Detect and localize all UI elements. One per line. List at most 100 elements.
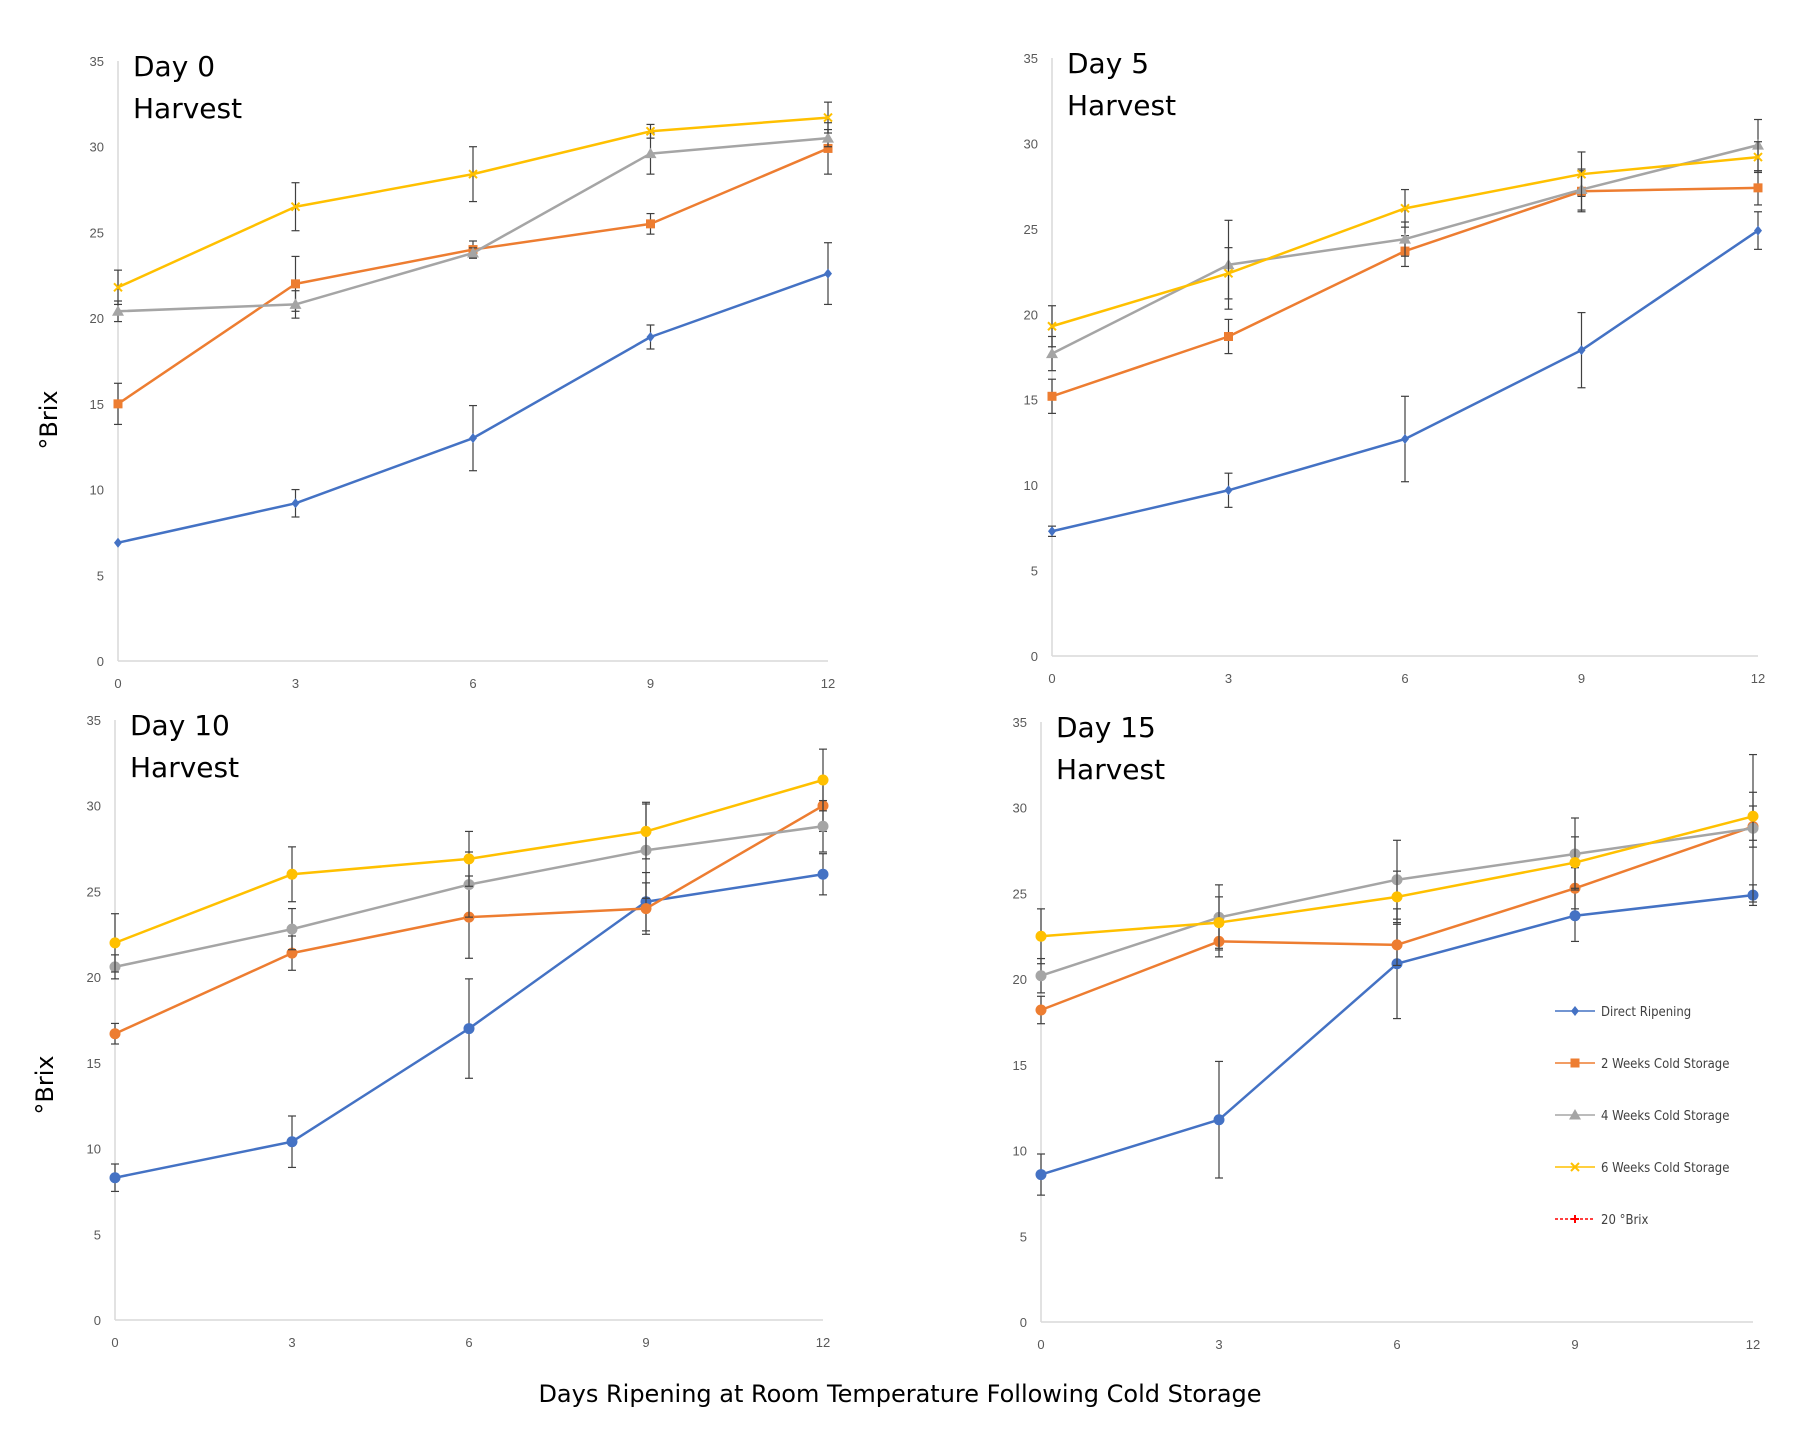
data-point xyxy=(1577,345,1586,356)
series-direct-ripening xyxy=(114,242,832,548)
series-direct-ripening xyxy=(1048,211,1762,538)
panel-1: 0 5 10 15 20 25 30 35 0 3 6 9 12 Day 0 Harvest xyxy=(90,50,836,691)
y-axis-label-top: °Brix xyxy=(35,390,63,449)
x-axis-label: Days Ripening at Room Temperature Follow… xyxy=(538,1380,1261,1408)
data-point xyxy=(1046,347,1058,359)
data-point xyxy=(822,132,834,143)
x-tick-label: 0 xyxy=(1048,671,1055,686)
data-point xyxy=(1569,857,1581,869)
legend-entry: 2 Weeks Cold Storage xyxy=(1555,1057,1729,1072)
data-point xyxy=(1753,183,1763,193)
legend-entry: 6 Weeks Cold Storage xyxy=(1555,1161,1729,1176)
legend-marker xyxy=(1570,1162,1580,1172)
x-tick-label: 0 xyxy=(1037,1337,1044,1352)
legend-label: 6 Weeks Cold Storage xyxy=(1601,1161,1729,1176)
y-tick-label: 10 xyxy=(1013,1144,1027,1159)
legend-entry: 4 Weeks Cold Storage xyxy=(1555,1109,1729,1124)
data-point xyxy=(823,112,833,123)
y-tick-label: 20 xyxy=(87,970,101,985)
series-line xyxy=(1051,229,1759,533)
data-point xyxy=(109,1172,121,1184)
y-tick-label: 20 xyxy=(90,311,104,326)
y-tick-label: 15 xyxy=(1024,393,1038,408)
data-point xyxy=(290,202,301,212)
data-point xyxy=(1213,917,1225,929)
y-tick-label: 20 xyxy=(1024,307,1038,322)
data-point xyxy=(469,433,477,444)
data-point xyxy=(109,937,121,949)
legend-label: 2 Weeks Cold Storage xyxy=(1601,1057,1729,1072)
data-point xyxy=(109,1028,121,1040)
y-tick-label: 15 xyxy=(87,1056,101,1071)
data-point xyxy=(644,147,657,159)
x-tick-label: 6 xyxy=(465,1335,472,1350)
y-tick-label: 30 xyxy=(87,799,101,814)
data-point xyxy=(1399,233,1411,244)
x-tick-label: 9 xyxy=(647,676,654,691)
y-tick-label: 0 xyxy=(97,654,104,669)
data-point xyxy=(817,820,829,832)
legend-marker xyxy=(1570,1058,1580,1068)
data-point xyxy=(286,868,298,880)
data-point xyxy=(645,126,656,136)
y-tick-label: 10 xyxy=(90,483,104,498)
data-point xyxy=(1400,203,1410,214)
x-tick-label: 3 xyxy=(1225,671,1232,686)
data-point xyxy=(1747,810,1759,822)
x-tick-label: 12 xyxy=(1751,671,1765,686)
legend-entry: Direct Ripening xyxy=(1555,1005,1691,1020)
y-tick-label: 5 xyxy=(94,1227,101,1242)
data-point xyxy=(468,169,478,179)
x-tick-label: 6 xyxy=(469,676,476,691)
panel-3: 0 5 10 15 20 25 30 35 0 3 6 9 12 Day 10 Harvest xyxy=(87,709,831,1350)
y-tick-label: 0 xyxy=(94,1313,101,1328)
data-point xyxy=(1035,930,1047,942)
x-tick-label: 12 xyxy=(1746,1337,1760,1352)
series-6-weeks-cold-storage xyxy=(1047,141,1763,348)
data-point xyxy=(112,305,124,316)
data-point xyxy=(823,143,833,153)
data-point xyxy=(1223,268,1234,278)
y-tick-label: 20 xyxy=(1013,972,1027,987)
x-tick-label: 9 xyxy=(642,1335,649,1350)
y-tick-label: 10 xyxy=(1024,478,1038,493)
y-tick-label: 35 xyxy=(1024,51,1038,66)
data-point xyxy=(1569,910,1581,922)
y-tick-label: 30 xyxy=(1013,801,1027,816)
panel-title: Day 15 Harvest xyxy=(1056,711,1165,786)
x-tick-label: 3 xyxy=(292,676,299,691)
y-tick-label: 5 xyxy=(97,568,104,583)
panel-title: Day 10 Harvest xyxy=(130,709,239,784)
series-6-weeks-cold-storage xyxy=(109,748,829,973)
series-direct-ripening xyxy=(109,853,829,1193)
data-point xyxy=(1401,434,1409,445)
data-point xyxy=(1224,485,1233,496)
legend-marker xyxy=(1571,1006,1579,1016)
panel-title: Day 0 Harvest xyxy=(133,50,242,125)
legend: Direct Ripening 2 Weeks Cold Storage 4 Wee… xyxy=(1555,1005,1729,1228)
y-tick-label: 35 xyxy=(90,54,104,69)
y-tick-label: 25 xyxy=(87,884,101,899)
data-point xyxy=(824,268,832,279)
series-6-weeks-cold-storage xyxy=(113,101,833,306)
data-point xyxy=(817,774,829,786)
data-point xyxy=(817,868,829,880)
data-point xyxy=(289,298,302,309)
data-point xyxy=(463,853,475,865)
legend-label: Direct Ripening xyxy=(1601,1005,1691,1020)
y-tick-label: 25 xyxy=(1013,886,1027,901)
data-point xyxy=(113,282,123,292)
y-tick-label: 35 xyxy=(1013,715,1027,730)
data-point xyxy=(1576,169,1587,179)
data-point xyxy=(1753,152,1763,162)
panel-2: 0 5 10 15 20 25 30 35 0 3 6 9 12 Day 5 Harvest xyxy=(1024,47,1766,686)
y-tick-label: 30 xyxy=(90,140,104,155)
y-tick-label: 10 xyxy=(87,1142,101,1157)
x-tick-label: 3 xyxy=(288,1335,295,1350)
data-point xyxy=(286,947,298,959)
legend-marker xyxy=(1569,1109,1581,1120)
data-point xyxy=(1047,391,1057,401)
data-point xyxy=(291,498,300,509)
y-tick-label: 0 xyxy=(1020,1315,1027,1330)
